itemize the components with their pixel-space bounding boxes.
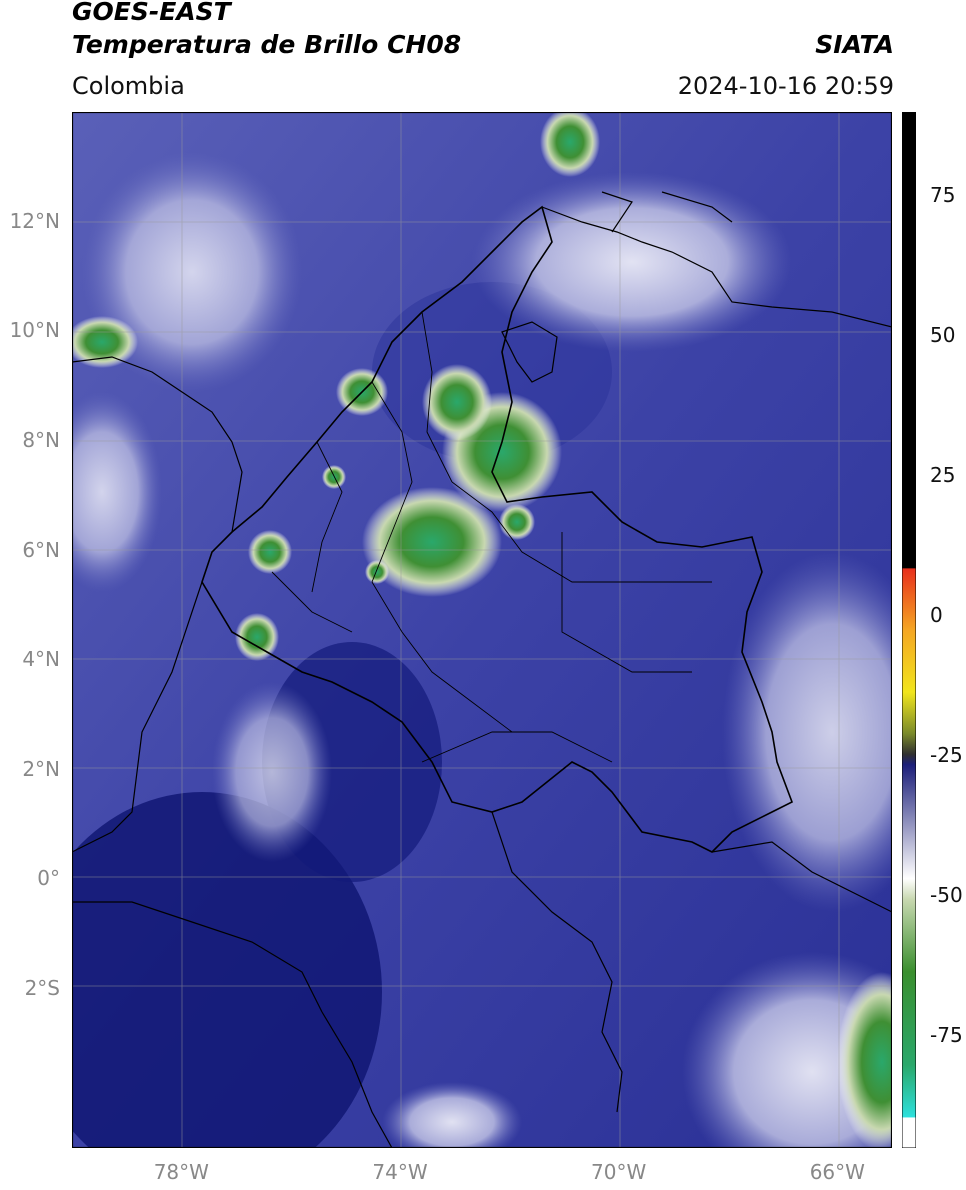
colorbar-tick-label: -75 bbox=[930, 1023, 963, 1047]
lat-tick-label: 10°N bbox=[9, 318, 60, 343]
colorbar-tick-label: 75 bbox=[930, 183, 956, 207]
title-satellite: GOES-EAST bbox=[72, 0, 231, 26]
lat-tick-label: 4°N bbox=[22, 647, 60, 672]
lat-tick-label: 0° bbox=[37, 866, 60, 891]
lon-tick-label: 74°W bbox=[372, 1160, 428, 1184]
lat-tick-label: 6°N bbox=[22, 537, 60, 562]
map-frame bbox=[72, 112, 892, 1148]
colorbar-tick-label: 25 bbox=[930, 463, 956, 487]
lon-tick-label: 66°W bbox=[809, 1160, 865, 1184]
lat-tick-label: 2°S bbox=[24, 976, 60, 1001]
department-borders bbox=[271, 311, 712, 763]
colorbar-tick-label: 50 bbox=[930, 323, 956, 347]
organization-label: SIATA bbox=[815, 30, 894, 59]
datetime-label: 2024-10-16 20:59 bbox=[677, 72, 894, 100]
colorbar-tick-label: -50 bbox=[930, 883, 963, 907]
satellite-map bbox=[72, 112, 892, 1148]
coastlines bbox=[72, 191, 892, 1148]
lon-tick-label: 78°W bbox=[153, 1160, 209, 1184]
region-label: Colombia bbox=[72, 72, 185, 100]
lat-tick-label: 8°N bbox=[22, 427, 60, 452]
lon-tick-label: 70°W bbox=[591, 1160, 647, 1184]
colorbar-tick-label: 0 bbox=[930, 603, 943, 627]
country-border bbox=[201, 205, 794, 853]
colorbar bbox=[902, 112, 916, 1148]
colorbar-tick-label: -25 bbox=[930, 743, 963, 767]
cold-region bbox=[72, 792, 382, 1148]
lat-tick-label: 2°N bbox=[22, 756, 60, 781]
title-product: Temperatura de Brillo CH08 bbox=[72, 30, 462, 59]
lat-tick-label: 12°N bbox=[9, 208, 60, 233]
storm-cell bbox=[362, 487, 502, 597]
